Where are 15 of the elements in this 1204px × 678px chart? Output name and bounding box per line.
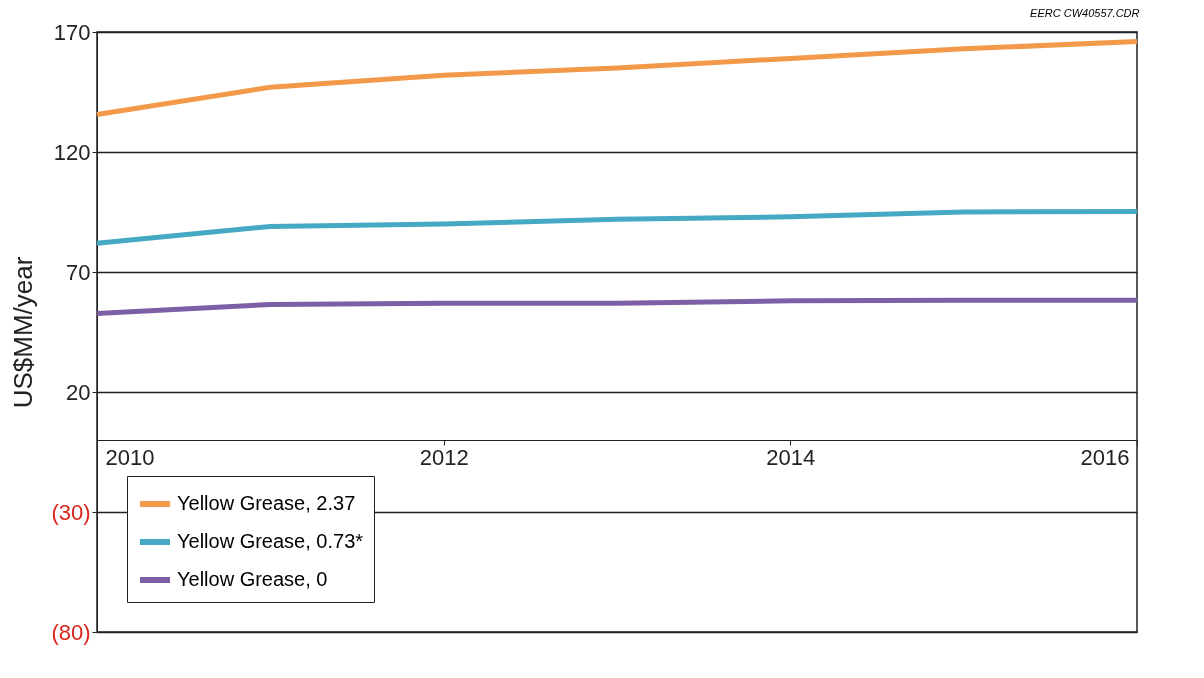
legend-label: Yellow Grease, 2.37 bbox=[177, 492, 356, 514]
text: EERC CW40557.CDR bbox=[1030, 7, 1140, 19]
x-tick-label: 2012 bbox=[419, 444, 469, 470]
y-tick-label: 20 bbox=[66, 379, 91, 405]
y-tick-label: (80) bbox=[51, 619, 91, 645]
y-tick-label: 70 bbox=[66, 259, 91, 285]
y-tick-label: (30) bbox=[51, 499, 91, 525]
y-tick-label: 170 bbox=[53, 19, 91, 45]
y-axis-title: US$MM/year bbox=[8, 256, 39, 409]
y-tick-label: 120 bbox=[53, 139, 91, 165]
x-tick-label: 2014 bbox=[766, 444, 816, 470]
x-tick-label: 2016 bbox=[1080, 444, 1130, 470]
legend-label: Yellow Grease, 0.73* bbox=[177, 530, 364, 552]
x-tick-label: 2010 bbox=[105, 444, 155, 470]
legend-label: Yellow Grease, 0 bbox=[177, 568, 328, 590]
